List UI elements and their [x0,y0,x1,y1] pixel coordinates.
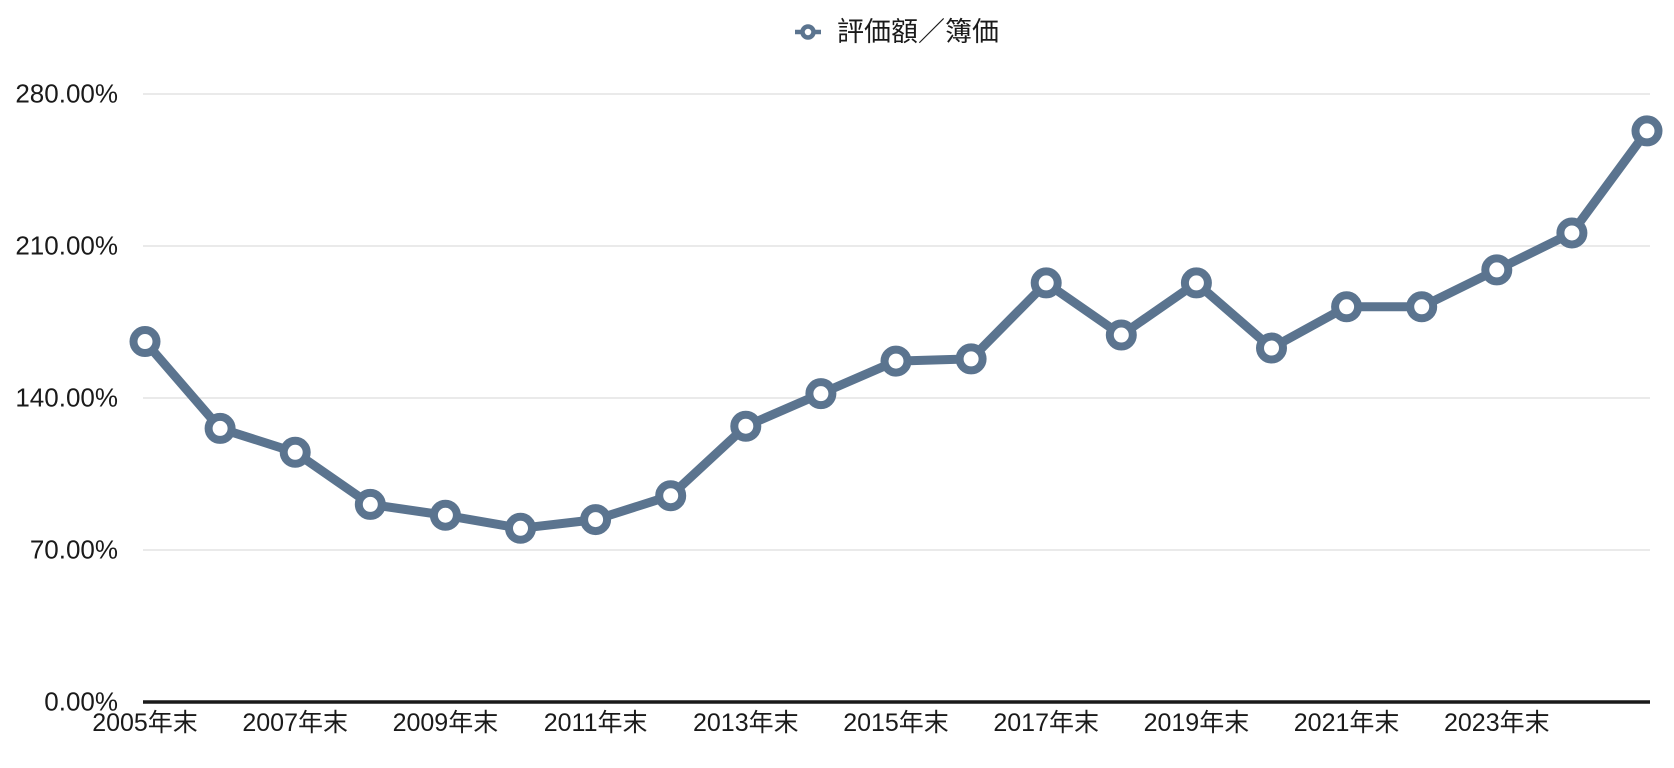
data-point-marker [805,378,837,410]
x-axis-tick-label: 2005年末 [92,709,198,737]
x-axis-tick-label: 2019年末 [1143,709,1250,737]
data-point-marker [655,480,687,512]
data-point-marker [1180,267,1212,299]
data-point-marker [1631,115,1663,147]
data-point-marker [279,436,311,468]
y-axis-tick-label: 70.00% [29,534,118,565]
x-axis-tick-label: 2015年末 [843,709,949,737]
data-point-marker [1556,217,1588,249]
series-line [140,126,1652,533]
data-point-marker [129,326,161,358]
legend-marker-icon [795,24,821,40]
data-point-marker [880,345,912,377]
legend: 評価額／簿価 [143,12,1650,52]
data-point-marker [1481,254,1513,286]
y-axis-tick-label: 210.00% [15,230,118,261]
y-axis: 280.00% 210.00% 140.00% 70.00% 0.00% [0,0,118,768]
data-point-marker [1256,332,1287,364]
y-axis-tick-label: 280.00% [15,78,118,109]
x-axis-tick-label: 2013年末 [692,709,799,737]
legend-label: 評価額／簿価 [837,17,999,47]
x-axis-tick-label: 2011年末 [543,709,648,737]
legend-marker-circle [800,24,816,40]
x-axis: 2005年末 2007年末 2009年末 2011年末 2013年末 2015年末 2017… [0,708,1674,742]
x-axis-tick-label: 2017年末 [993,709,1099,737]
data-point-marker [580,504,612,536]
data-point-marker [1030,267,1062,299]
data-point-marker [204,412,236,444]
data-point-marker [1331,291,1363,323]
data-point-marker [354,488,386,520]
data-point-marker [955,343,987,375]
data-point-marker [429,499,461,531]
x-axis-tick-label: 2021年末 [1293,709,1400,737]
data-point-marker [505,512,536,544]
data-point-marker [1406,291,1438,323]
x-axis-tick-label: 2007年末 [242,709,348,737]
x-axis-tick-label: 2023年末 [1443,709,1550,737]
y-axis-tick-label: 0.00% [44,686,118,717]
data-point-marker [730,410,762,442]
data-point-marker [1105,319,1137,351]
y-axis-tick-label: 140.00% [15,382,118,413]
x-axis-tick-label: 2009年末 [392,709,499,737]
